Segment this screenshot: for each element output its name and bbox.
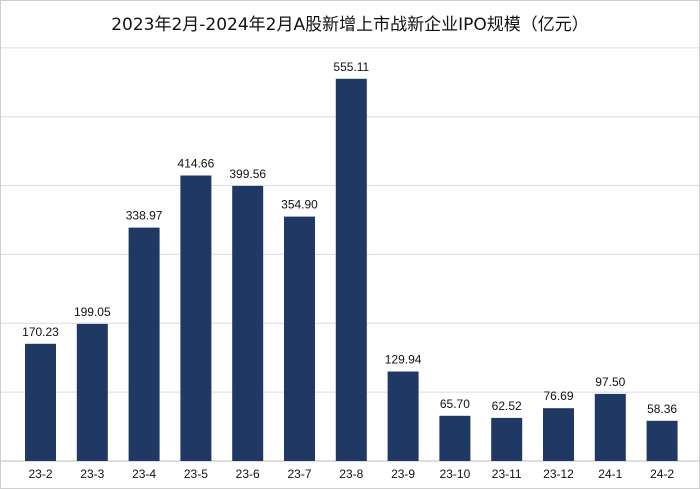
bar-23-7 — [284, 216, 315, 461]
x-tick-label-23-6: 23-6 — [236, 467, 260, 481]
data-label-23-8: 555.11 — [333, 60, 369, 74]
x-tick-label-23-8: 23-8 — [339, 467, 363, 481]
x-tick-label-23-3: 23-3 — [80, 467, 104, 481]
chart-title: 2023年2月-2024年2月A股新增上市战新企业IPO规模（亿元） — [111, 15, 589, 35]
bar-24-2 — [646, 420, 678, 461]
data-label-23-6: 399.56 — [229, 167, 266, 181]
bar-23-9 — [387, 371, 419, 461]
x-tick-label-23-11: 23-11 — [492, 467, 522, 481]
bar-23-8 — [335, 78, 367, 462]
data-labels: 170.23 199.05 338.97 414.66 399.56 354.90 555.… — [22, 60, 677, 416]
data-label-23-3: 199.05 — [74, 305, 111, 319]
x-tick-label-23-12: 23-12 — [543, 467, 574, 481]
bar-23-5 — [180, 175, 212, 461]
x-tick-label-24-1: 24-1 — [598, 467, 622, 481]
data-label-23-7: 354.90 — [281, 198, 318, 212]
x-tick-label-23-5: 23-5 — [184, 467, 208, 481]
data-label-23-2: 170.23 — [22, 325, 59, 339]
data-label-23-12: 76.69 — [543, 389, 573, 403]
bar-23-4 — [128, 227, 160, 461]
x-tick-label-23-10: 23-10 — [440, 467, 471, 481]
bars — [25, 78, 678, 462]
bar-23-10 — [439, 415, 471, 461]
x-tick-label-23-4: 23-4 — [132, 467, 156, 481]
x-tick-label-23-9: 23-9 — [391, 467, 415, 481]
data-label-23-4: 338.97 — [126, 209, 163, 223]
bar-23-2 — [25, 343, 56, 461]
data-label-24-2: 58.36 — [647, 402, 677, 416]
data-label-23-11: 62.52 — [492, 399, 522, 413]
bar-23-12 — [543, 408, 574, 461]
bar-24-1 — [594, 393, 626, 461]
bar-23-3 — [76, 323, 108, 461]
x-tick-label-24-2: 24-2 — [650, 467, 674, 481]
data-label-23-10: 65.70 — [440, 397, 470, 411]
data-label-23-5: 414.66 — [178, 157, 215, 171]
x-tick-label-23-2: 23-2 — [28, 467, 52, 481]
bar-23-11 — [491, 417, 523, 461]
data-label-24-1: 97.50 — [595, 375, 625, 389]
bar-23-6 — [232, 185, 264, 461]
x-tick-labels: 23-2 23-3 23-4 23-5 23-6 23-7 23-8 23-9 23-10 23-… — [28, 467, 674, 481]
x-tick-label-23-7: 23-7 — [287, 467, 311, 481]
data-label-23-9: 129.94 — [385, 353, 422, 367]
